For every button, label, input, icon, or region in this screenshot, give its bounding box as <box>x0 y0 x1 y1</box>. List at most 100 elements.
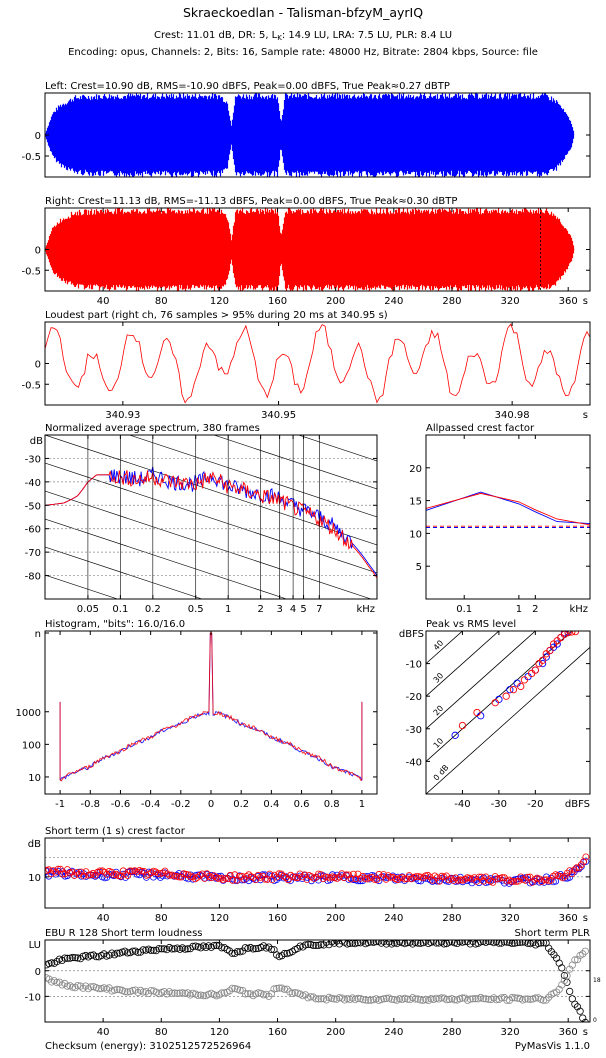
y-tick-label: -20 <box>406 692 422 703</box>
plr-point <box>87 983 95 991</box>
loudness-point <box>511 940 519 947</box>
crest-point-right <box>342 871 350 879</box>
loudness-point <box>158 945 166 953</box>
crest-point-right <box>215 875 222 882</box>
x-tick-label: 160 <box>268 296 287 307</box>
plr-point <box>317 995 325 1003</box>
crest-point-right <box>126 867 134 875</box>
panel-title: Loudest part (right ch, 76 samples > 95%… <box>45 310 388 321</box>
plr-point <box>354 994 362 1003</box>
x-tick-label: 2 <box>257 604 263 615</box>
x-tick-label: 160 <box>268 1027 287 1038</box>
panel-title: Left: Crest=10.90 dB, RMS=-10.90 dBFS, P… <box>45 81 450 92</box>
crest-point-right <box>254 871 262 879</box>
diagonal-label: 0 dB <box>432 763 451 783</box>
loudness-point <box>210 941 218 950</box>
plr-point <box>416 996 425 1004</box>
crest-point-right <box>68 868 76 876</box>
loudness-point <box>171 945 179 953</box>
plr-point <box>63 982 72 990</box>
peak-rms-point-left <box>553 640 561 648</box>
y-tick-label: 15 <box>409 497 422 508</box>
plr-point <box>314 995 323 1003</box>
loudness-point <box>382 940 391 948</box>
crest-point-right <box>217 874 225 882</box>
spectrum-plot-area <box>45 435 377 599</box>
y-axis-label: dB <box>28 839 41 850</box>
loudness-point <box>58 956 66 965</box>
diagonal-label: 10 <box>432 736 446 750</box>
loudness-point <box>482 940 490 946</box>
y-tick-label: -40 <box>25 478 41 489</box>
plr-point <box>176 989 184 997</box>
crest-point-left <box>119 870 127 878</box>
loudness-point <box>69 953 77 962</box>
y-tick-label: 0 <box>35 131 41 142</box>
crest-point-right <box>384 872 392 879</box>
plr-point <box>526 995 535 1004</box>
stats-line: Crest: 11.01 dB, DR: 5, LK: 14.9 LU, LRA… <box>154 30 452 42</box>
crest-point-right <box>356 875 364 882</box>
crest-point-right <box>184 871 192 879</box>
loudness-point <box>464 940 472 946</box>
loudness-point <box>181 945 189 953</box>
loudness-point <box>539 940 548 947</box>
x-tick-label: 320 <box>501 1027 520 1038</box>
crest-diagonal <box>426 631 573 762</box>
plr-point <box>113 985 121 994</box>
loudness-point <box>359 940 367 945</box>
crest-point-right <box>431 872 439 880</box>
x-tick-label: 80 <box>155 913 168 924</box>
x-unit-label: s <box>583 296 588 307</box>
plr-point <box>330 995 338 1003</box>
loudness-point <box>419 940 427 947</box>
plr-point <box>228 984 236 992</box>
crest-point-right <box>187 873 195 881</box>
loudness-point <box>87 951 95 960</box>
plr-point <box>367 996 375 1004</box>
plr-point <box>461 994 469 1002</box>
plr-point <box>254 989 262 997</box>
crest-point-right <box>387 873 395 881</box>
loudness-point <box>309 941 317 950</box>
x-tick-label: 5 <box>300 604 306 615</box>
crest-point-right <box>194 874 202 881</box>
crest-point-right <box>159 869 167 877</box>
loudness-point <box>432 940 440 947</box>
x-tick-label: 340.93 <box>105 410 140 421</box>
plr-point <box>390 995 398 1004</box>
plr-point <box>445 995 453 1004</box>
allpassed-crest-plot-area <box>426 491 590 528</box>
x-tick-label: 80 <box>155 1027 168 1038</box>
encoding-line: Encoding: opus, Channels: 2, Bits: 16, S… <box>68 47 538 58</box>
loudness-point <box>411 940 419 946</box>
x-tick-label: 360 <box>559 1027 578 1038</box>
loudness-point <box>189 942 197 951</box>
loudness-point <box>61 954 69 962</box>
loudness-point <box>437 940 446 946</box>
loudness-point <box>259 942 268 950</box>
plr-point <box>377 995 385 1004</box>
peak-rms-point-right <box>502 692 510 700</box>
right-waveform-plot-area <box>45 208 576 291</box>
spectrum-left <box>45 466 377 576</box>
loudness-point <box>66 954 74 962</box>
crest-diagonal <box>426 631 500 697</box>
right-tick-label: 18 <box>593 977 601 984</box>
plr-point <box>511 994 519 1002</box>
loudness-point <box>53 957 61 966</box>
x-tick-label: 80 <box>155 296 168 307</box>
plr-point <box>244 989 252 998</box>
crest-curve-left <box>426 491 590 525</box>
crest-point-right <box>236 873 243 880</box>
crest-point-right <box>563 869 571 877</box>
plr-point <box>359 995 367 1004</box>
crest-point-right <box>559 874 567 882</box>
loudness-point <box>513 940 521 947</box>
crest-point-right <box>433 874 441 881</box>
loudness-point <box>450 940 459 947</box>
crest-point-right <box>322 873 329 881</box>
plr-point <box>270 985 278 993</box>
loudness-point <box>249 945 257 953</box>
